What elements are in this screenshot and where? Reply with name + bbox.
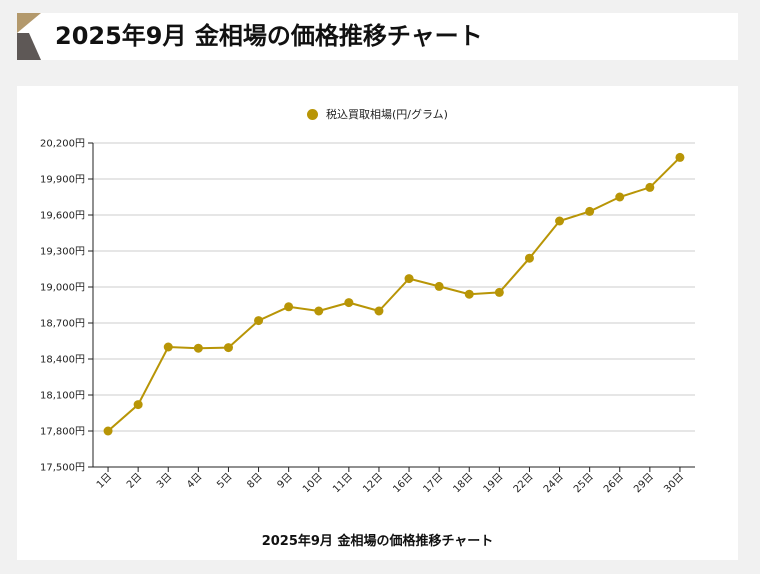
data-point (434, 281, 444, 291)
chart-card: 17,500円 17,800円 18,100円 18,400円 18,700円 19,00… (17, 86, 738, 560)
data-point (675, 152, 685, 162)
y-tick-label: 19,900円 (40, 175, 85, 186)
legend-label: 税込買取相場(円/グラム) (326, 108, 448, 121)
data-point (284, 302, 294, 312)
x-tick-label: 16日 (391, 471, 415, 495)
y-tick-label: 18,700円 (40, 319, 85, 330)
brand-logo-icon (17, 13, 41, 60)
y-tick-label: 19,000円 (40, 283, 85, 294)
x-tick-label: 26日 (602, 471, 626, 495)
data-point (254, 316, 264, 326)
x-tick-label: 11日 (331, 471, 355, 495)
x-tick-label: 8日 (245, 471, 264, 490)
data-point (645, 182, 655, 192)
data-point (314, 306, 324, 316)
y-tick-label: 17,500円 (40, 463, 85, 474)
x-tick-label: 19日 (482, 471, 506, 495)
x-tick-label: 17日 (421, 471, 445, 495)
data-point (223, 343, 233, 353)
series-line (107, 156, 681, 432)
data-point (585, 206, 595, 216)
data-point (133, 400, 143, 410)
data-point (555, 216, 565, 226)
data-point (524, 253, 534, 263)
legend-swatch-icon (307, 108, 319, 120)
data-point (494, 287, 504, 297)
x-tick-label: 1日 (95, 471, 114, 490)
data-point (374, 306, 384, 316)
x-tick-label: 4日 (185, 471, 204, 490)
price-line-chart: 17,500円 17,800円 18,100円 18,400円 18,700円 19,00… (40, 139, 695, 495)
x-tick-label: 5日 (215, 471, 234, 490)
x-tick-label: 29日 (632, 471, 656, 495)
y-tick-label: 19,300円 (40, 247, 85, 258)
y-tick-label: 18,400円 (40, 355, 85, 366)
data-point (163, 342, 173, 352)
x-tick-label: 18日 (452, 471, 476, 495)
data-point (193, 343, 203, 353)
x-tick-label: 2日 (125, 471, 144, 490)
x-tick-label: 30日 (662, 471, 686, 495)
data-point (103, 426, 113, 436)
y-tick-label: 20,200円 (40, 139, 85, 150)
chart-legend[interactable]: 税込買取相場(円/グラム) (17, 106, 738, 122)
x-tick-label: 25日 (572, 471, 596, 495)
x-tick-label: 12日 (361, 471, 385, 495)
chart-caption: 2025年9月 金相場の価格推移チャート (261, 534, 494, 549)
data-point (615, 192, 625, 202)
page-title: 2025年9月 金相場の価格推移チャート (55, 22, 483, 50)
x-tick-label: 24日 (542, 471, 566, 495)
y-tick-label: 17,800円 (40, 427, 85, 438)
data-point (404, 274, 414, 284)
y-tick-label: 18,100円 (40, 391, 85, 402)
y-tick-label: 19,600円 (40, 211, 85, 222)
data-point (344, 298, 354, 308)
header-bar: 2025年9月 金相場の価格推移チャート (17, 13, 738, 60)
x-tick-label: 10日 (301, 471, 325, 495)
data-point (464, 289, 474, 299)
x-tick-label: 22日 (512, 471, 536, 495)
x-tick-label: 3日 (155, 471, 174, 490)
x-tick-label: 9日 (275, 471, 294, 490)
